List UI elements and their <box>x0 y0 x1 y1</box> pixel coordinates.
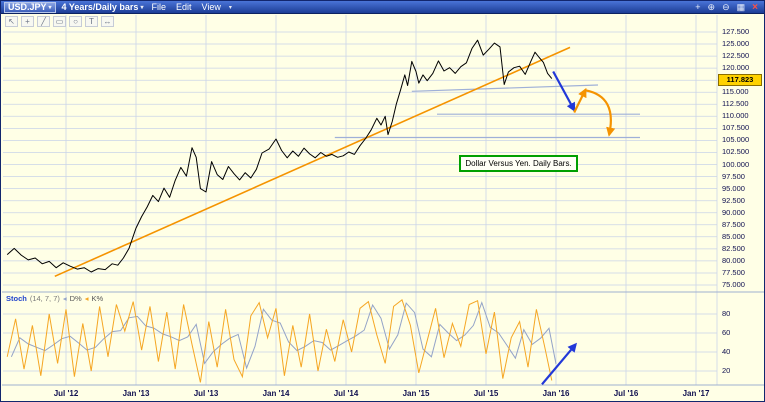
time-axis-label: Jul '15 <box>473 389 499 398</box>
time-axis-label: Jul '13 <box>193 389 219 398</box>
panel-separators <box>2 291 764 386</box>
tool-expand-icon[interactable]: ↔ <box>101 16 114 27</box>
price-axis-label: 75.000 <box>722 280 745 289</box>
stoch-d-arrow-icon: ◂ <box>62 294 67 303</box>
price-axis-label: 105.000 <box>722 135 750 145</box>
tool-ellipse-icon[interactable]: ○ <box>69 16 82 27</box>
stoch-d-label: D% <box>69 294 82 303</box>
price-axis-label: 100.000 <box>722 159 750 169</box>
time-axis-label: Jan '15 <box>402 389 430 398</box>
price-axis-label: 120.000 <box>722 63 750 73</box>
zoom-in-icon[interactable]: ⊕ <box>707 1 716 12</box>
projection-arrow[interactable] <box>585 89 616 137</box>
stoch-params: (14, 7, 7) <box>29 294 60 303</box>
support-resistance-line[interactable] <box>411 84 599 92</box>
time-axis-label: Jul '12 <box>53 389 79 398</box>
tool-crosshair-icon[interactable]: + <box>21 16 34 27</box>
menu-edit[interactable]: Edit <box>175 2 192 12</box>
price-axis-label: 97.500 <box>722 171 745 181</box>
stoch-name: Stoch <box>6 294 27 303</box>
symbol-dropdown-icon[interactable]: ▾ <box>48 4 52 11</box>
tool-pointer-icon[interactable]: ↖ <box>5 16 18 27</box>
price-axis-label: 115.000 <box>722 87 749 97</box>
projection-arrow[interactable] <box>573 87 587 113</box>
symbol-label: USD.JPY <box>8 2 47 12</box>
price-axis-label: 127.500 <box>722 27 750 36</box>
tool-text-icon[interactable]: T <box>85 16 98 27</box>
stoch-axis-label: 20 <box>722 366 731 375</box>
price-axis-label: 125.000 <box>722 39 750 49</box>
close-icon[interactable]: × <box>752 1 758 13</box>
stoch-indicator-label: Stoch (14, 7, 7) ◂ D% ◂ K% <box>6 294 103 303</box>
price-line[interactable] <box>6 39 553 273</box>
crosshair-icon[interactable]: + <box>695 1 701 12</box>
price-axis-label: 90.000 <box>722 207 745 217</box>
price-axis-label: 92.500 <box>722 195 745 205</box>
stoch-axis-label: 60 <box>722 328 731 337</box>
price-axis-label: 110.000 <box>722 111 749 121</box>
stoch-projection-arrow[interactable] <box>541 342 577 386</box>
menu-dropdown-icon[interactable]: ▾ <box>228 4 232 11</box>
tool-rectangle-icon[interactable]: ▭ <box>53 16 66 27</box>
tool-trendline-icon[interactable]: ╱ <box>37 16 50 27</box>
current-price-tag: 117.823 <box>718 73 762 86</box>
projection-arrow[interactable] <box>552 70 576 112</box>
price-axis-label: 87.500 <box>722 219 745 229</box>
stoch-k-label: K% <box>91 294 104 303</box>
titlebar-toolbar: + ⊕ ⊖ ▦ × <box>695 2 761 13</box>
stoch-axis-label: 40 <box>722 347 731 356</box>
symbol-selector[interactable]: USD.JPY ▾ <box>4 1 56 13</box>
trend-line[interactable] <box>54 46 571 278</box>
titlebar: USD.JPY ▾ 4 Years/Daily bars ▾ File Edit… <box>1 1 764 14</box>
stoch-axis-label: 80 <box>722 309 731 318</box>
price-axis-label: 85.000 <box>722 231 745 241</box>
time-axis-label: Jan '16 <box>542 389 570 398</box>
price-axis-label: 77.500 <box>722 267 745 277</box>
chart-period-title[interactable]: 4 Years/Daily bars ▾ <box>62 2 144 12</box>
price-axis-label: 112.500 <box>722 99 749 109</box>
time-axis-label: Jan '13 <box>122 389 150 398</box>
stoch-k-arrow-icon: ◂ <box>84 294 89 303</box>
time-axis-label: Jul '14 <box>333 389 359 398</box>
price-axis-label: 82.500 <box>722 243 745 253</box>
zoom-out-icon[interactable]: ⊖ <box>722 1 730 12</box>
menu-view[interactable]: View <box>201 2 221 12</box>
period-dropdown-icon[interactable]: ▾ <box>140 4 144 11</box>
menu-file[interactable]: File <box>151 2 166 12</box>
chart-period-label: 4 Years/Daily bars <box>61 2 139 12</box>
price-axis-label: 95.000 <box>722 183 745 193</box>
price-axis-label: 102.500 <box>722 147 750 157</box>
stoch-k-line[interactable] <box>6 298 553 383</box>
chart-background <box>2 14 764 401</box>
time-axis-label: Jan '14 <box>262 389 290 398</box>
stoch-d-line[interactable] <box>10 301 557 370</box>
price-axis-label: 107.500 <box>722 123 750 133</box>
time-axis-label: Jan '17 <box>682 389 710 398</box>
chart-annotation[interactable]: Dollar Versus Yen. Daily Bars. <box>459 154 578 172</box>
time-axis-label: Jul '16 <box>613 389 639 398</box>
grid-icon[interactable]: ▦ <box>736 1 746 12</box>
price-axis-label: 122.500 <box>722 51 750 61</box>
drawing-toolbar: ↖ + ╱ ▭ ○ T ↔ <box>5 16 114 27</box>
price-axis-label: 80.000 <box>722 255 745 265</box>
